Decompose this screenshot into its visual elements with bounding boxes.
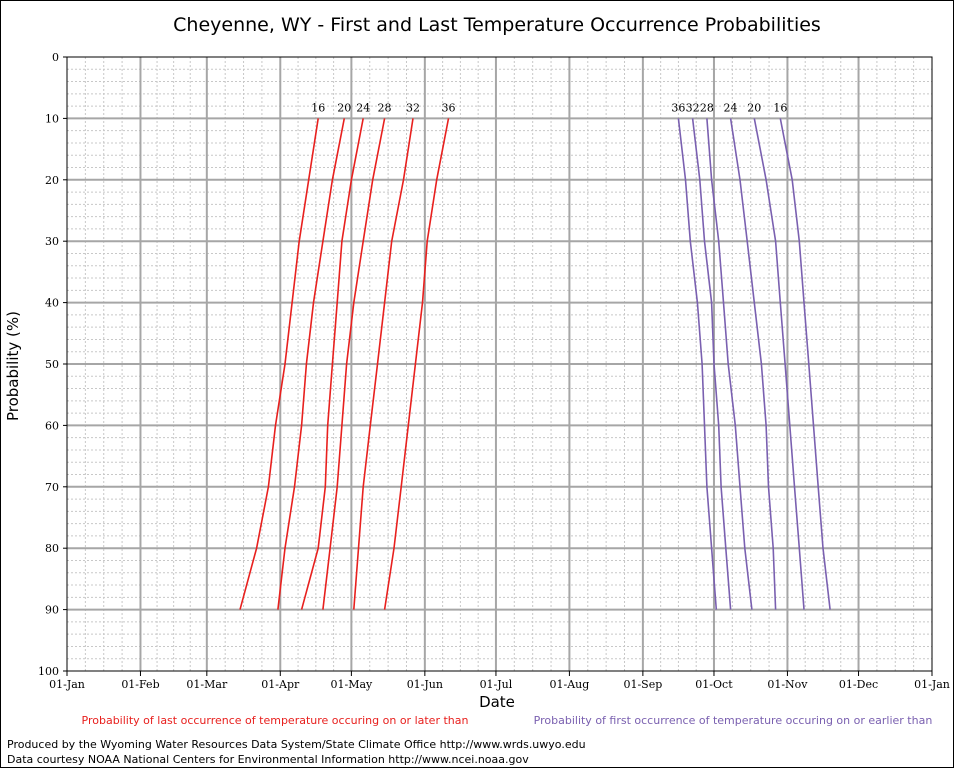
x-tick-label: 01-Sep	[623, 678, 662, 691]
x-tick-label: 01-Dec	[839, 678, 878, 691]
series-lines	[239, 118, 831, 610]
credit-line-1: Produced by the Wyoming Water Resources …	[7, 738, 586, 751]
x-tick-label: 01-Feb	[121, 678, 159, 691]
first-occurrence-label-24: 24	[724, 101, 738, 114]
y-tick-label: 0	[52, 51, 59, 64]
last-occurrence-label-24: 24	[356, 101, 370, 114]
y-tick-label: 90	[45, 604, 59, 617]
x-tick-label: 01-Jun	[407, 678, 443, 691]
y-tick-label: 70	[45, 481, 59, 494]
first-occurrence-label-36: 36	[671, 101, 685, 114]
x-axis-label: Date	[479, 693, 515, 711]
last-occurrence-series-20	[277, 118, 346, 610]
first-occurrence-series-32	[691, 118, 732, 610]
first-occurrence-series-20	[753, 118, 805, 610]
curve-labels: 16 20 24 28 32 36 36 32 28 24 20 16	[311, 101, 787, 114]
x-tick-label: 01-Aug	[550, 678, 590, 691]
last-occurrence-label-16: 16	[311, 101, 325, 114]
x-tick-label: 01-Apr	[261, 678, 300, 691]
first-occurrence-series-36	[677, 118, 718, 610]
last-occurrence-label-28: 28	[378, 101, 392, 114]
last-occurrence-series-36	[383, 118, 450, 610]
credit-line-2: Data courtesy NOAA National Centers for …	[7, 753, 529, 766]
x-tick-label: 01-Nov	[767, 678, 808, 691]
first-occurrence-label-28: 28	[700, 101, 714, 114]
y-tick-label: 30	[45, 235, 59, 248]
x-tick-label: 01-Mar	[186, 678, 228, 691]
y-tick-label: 20	[45, 174, 59, 187]
last-occurrence-series-24	[300, 118, 364, 610]
x-tick-label: 01-May	[331, 678, 374, 691]
first-occurrence-series-16	[779, 118, 831, 610]
x-tick-label: 01-Jan	[914, 678, 950, 691]
x-tick-label: 01-Jul	[480, 678, 513, 691]
y-tick-label: 60	[45, 419, 59, 432]
last-occurrence-label-36: 36	[442, 101, 456, 114]
legend-first-occurrence: Probability of first occurrence of tempe…	[534, 714, 933, 727]
last-occurrence-series-32	[353, 118, 414, 610]
last-occurrence-series-16	[239, 118, 319, 610]
y-tick-label: 80	[45, 542, 59, 555]
x-tick-label: 01-Oct	[695, 678, 733, 691]
y-tick-label: 50	[45, 358, 59, 371]
first-occurrence-series-28	[706, 118, 753, 610]
last-occurrence-label-32: 32	[406, 101, 420, 114]
legend-last-occurrence: Probability of last occurrence of temper…	[82, 714, 469, 727]
y-tick-label: 100	[38, 665, 59, 678]
last-occurrence-series-28	[322, 118, 386, 610]
first-occurrence-label-16: 16	[773, 101, 787, 114]
first-occurrence-label-20: 20	[747, 101, 761, 114]
y-tick-label: 40	[45, 297, 59, 310]
last-occurrence-label-20: 20	[337, 101, 351, 114]
y-axis-label: Probability (%)	[4, 311, 22, 421]
x-tick-label: 01-Jan	[49, 678, 85, 691]
y-tick-label: 10	[45, 112, 59, 125]
first-occurrence-series-24	[729, 118, 777, 610]
first-occurrence-label-32: 32	[686, 101, 700, 114]
chart-title: Cheyenne, WY - First and Last Temperatur…	[173, 14, 821, 36]
